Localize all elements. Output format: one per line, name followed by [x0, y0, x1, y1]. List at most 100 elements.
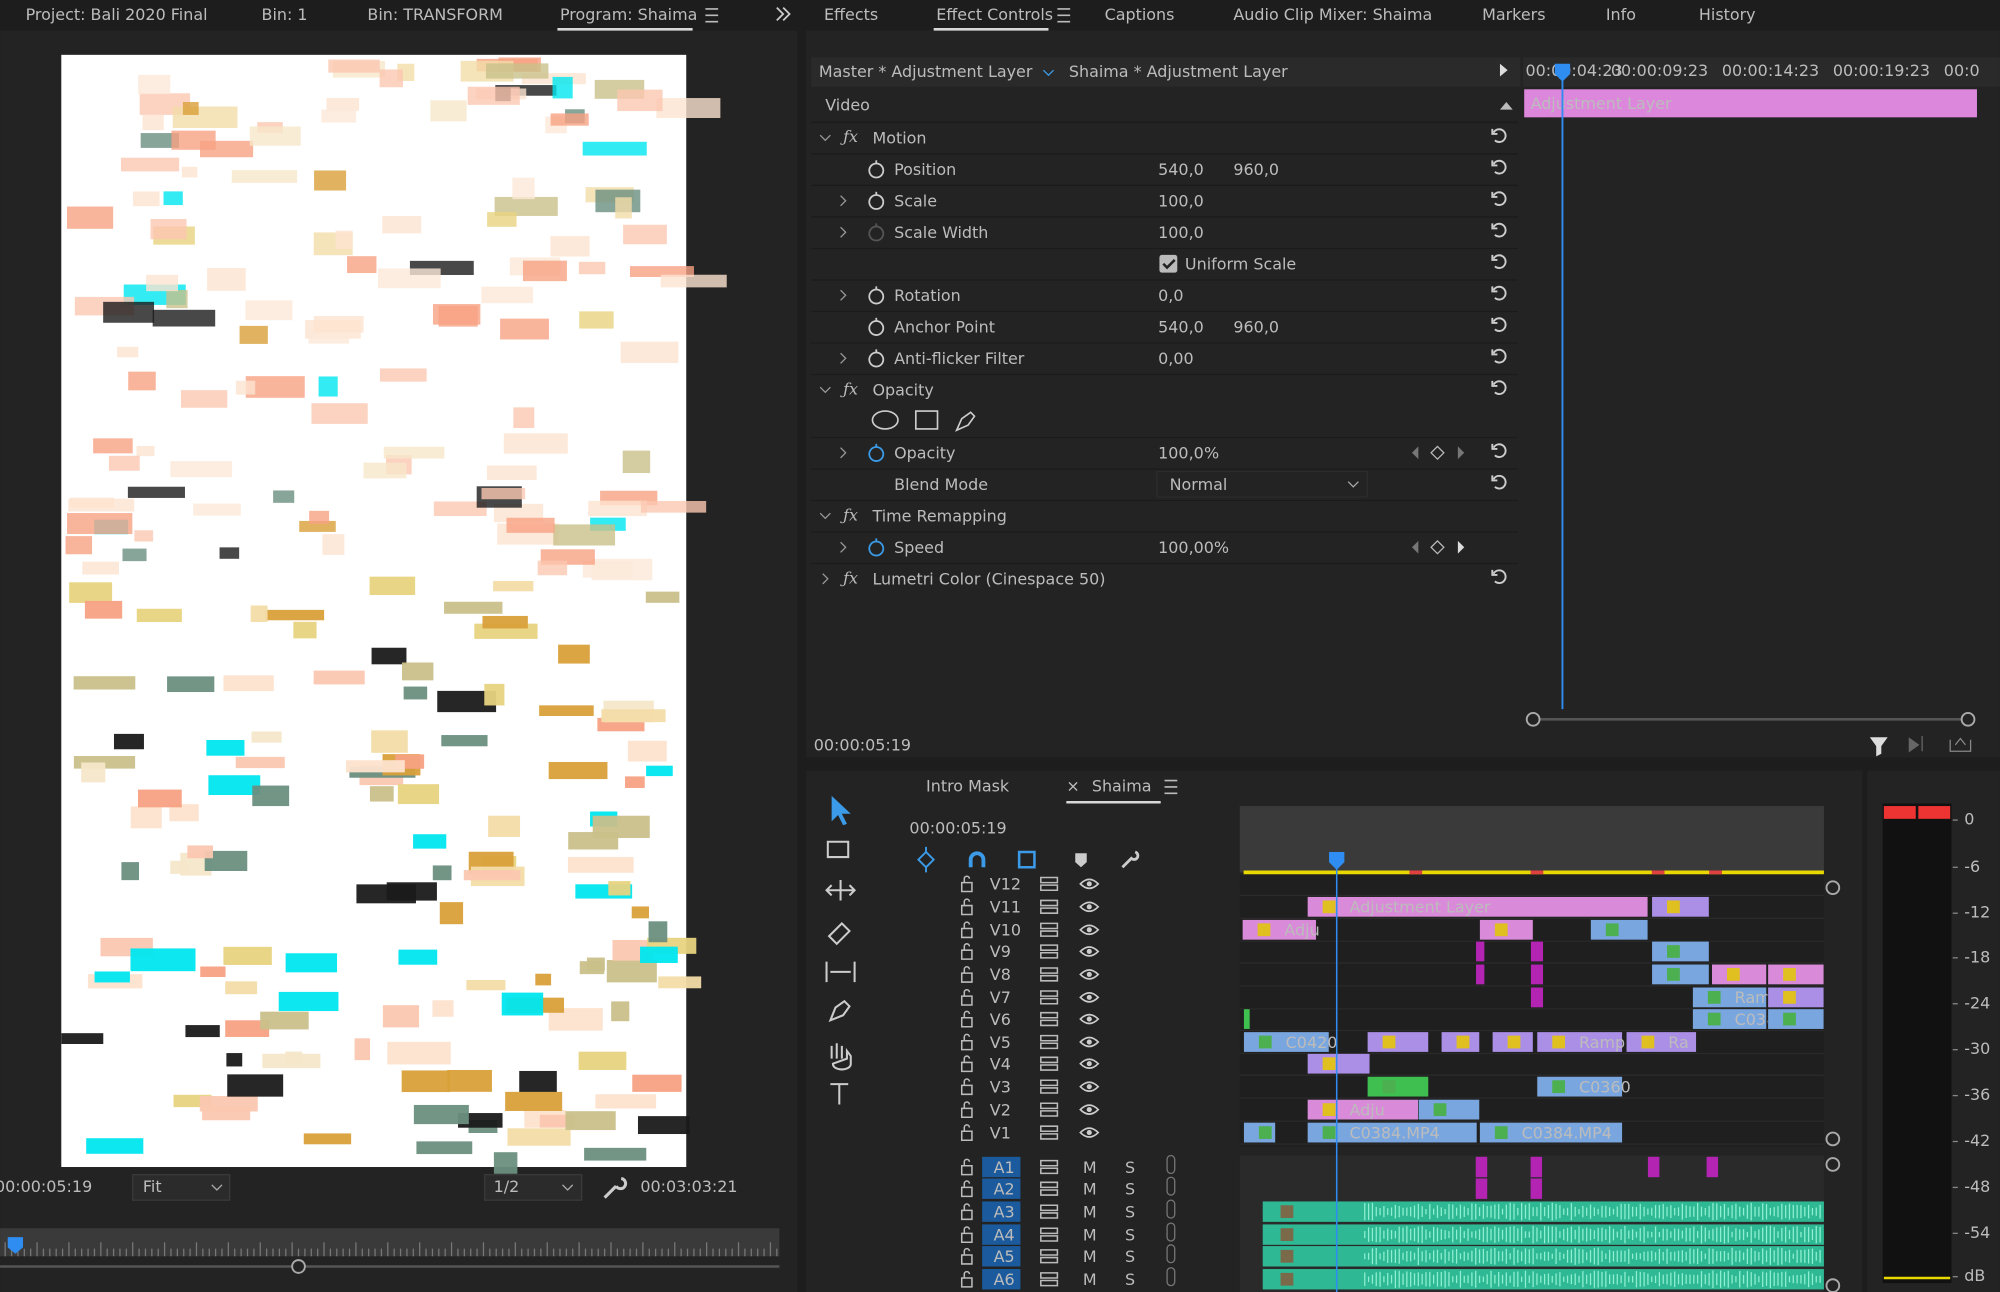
panel-tab[interactable]: Effect Controls — [936, 5, 1053, 24]
panel-menu[interactable] — [705, 8, 719, 23]
scroll-handle[interactable] — [1825, 1131, 1841, 1147]
track-target[interactable] — [982, 1178, 1021, 1199]
audio-clip[interactable] — [1530, 1156, 1543, 1178]
audio-clip[interactable] — [1262, 1246, 1824, 1267]
sync-lock[interactable] — [1040, 1181, 1059, 1196]
track-name[interactable]: A5 — [994, 1247, 1015, 1266]
mute-button[interactable]: M — [1083, 1202, 1097, 1221]
track-name[interactable]: A3 — [994, 1202, 1015, 1221]
track-name[interactable]: V8 — [990, 965, 1011, 984]
filter-icon[interactable] — [1869, 737, 1888, 757]
timeline-clip[interactable] — [1479, 1122, 1623, 1144]
property-value[interactable]: 100,00% — [1158, 538, 1229, 557]
timeline-clip[interactable] — [1530, 963, 1544, 985]
reset-button[interactable] — [1491, 128, 1507, 143]
audio-clip[interactable] — [1647, 1156, 1660, 1178]
track-visibility[interactable] — [1079, 946, 1100, 957]
sync-lock[interactable] — [1040, 944, 1059, 959]
tool[interactable] — [826, 840, 850, 859]
disclosure[interactable] — [819, 386, 831, 394]
track-name[interactable]: V6 — [990, 1010, 1011, 1029]
solo-button[interactable]: S — [1125, 1202, 1135, 1221]
track-lock[interactable] — [960, 1078, 973, 1096]
close-tab[interactable]: × — [1066, 776, 1079, 795]
mute-button[interactable]: M — [1083, 1179, 1097, 1198]
audio-clip[interactable] — [1475, 1178, 1488, 1199]
panel-menu[interactable] — [1057, 8, 1071, 23]
scroll-handle[interactable] — [1825, 880, 1841, 896]
disclosure[interactable] — [840, 447, 847, 459]
tool[interactable] — [830, 1083, 849, 1105]
track-name[interactable]: V11 — [990, 898, 1021, 917]
prev-keyframe[interactable] — [1411, 446, 1419, 460]
sync-lock[interactable] — [1040, 1056, 1059, 1071]
mask-rect[interactable] — [914, 410, 939, 430]
scroll-handle[interactable] — [1525, 712, 1541, 727]
show-timeline-arrow[interactable] — [1499, 63, 1508, 77]
tool[interactable] — [827, 921, 851, 946]
timeline-clip[interactable] — [1475, 963, 1485, 985]
sync-lock[interactable] — [1040, 899, 1059, 914]
panel-tab[interactable]: Audio Clip Mixer: Shaima — [1233, 5, 1432, 24]
checkbox[interactable] — [1159, 254, 1178, 273]
sync-lock[interactable] — [1040, 1272, 1059, 1287]
track-target[interactable] — [982, 1269, 1021, 1290]
track-visibility[interactable] — [1079, 1013, 1100, 1025]
disclosure[interactable] — [840, 226, 847, 238]
track-lock[interactable] — [960, 1270, 973, 1288]
voice-over[interactable] — [1166, 1154, 1176, 1175]
timeline-clip[interactable] — [1651, 963, 1710, 985]
track-name[interactable]: V10 — [990, 921, 1021, 940]
mute-button[interactable]: M — [1083, 1270, 1097, 1289]
track-name[interactable]: A1 — [994, 1158, 1015, 1177]
property-value[interactable]: Normal — [1170, 475, 1228, 494]
reset-button[interactable] — [1491, 348, 1507, 364]
panel-tab[interactable]: Bin: 1 — [262, 5, 308, 24]
disclosure[interactable] — [840, 289, 847, 301]
property-value[interactable]: 960,0 — [1233, 318, 1279, 337]
reset-button[interactable] — [1491, 569, 1507, 584]
add-keyframe[interactable] — [1430, 445, 1445, 461]
track-name[interactable]: V3 — [990, 1077, 1011, 1096]
track-lock[interactable] — [960, 921, 973, 939]
property-value[interactable]: 960,0 — [1233, 160, 1279, 179]
track-lock[interactable] — [960, 1226, 973, 1244]
sequence-tab[interactable]: Shaima — [1092, 776, 1152, 795]
snap-icon[interactable] — [968, 851, 986, 868]
timeline-clip[interactable] — [1651, 940, 1710, 962]
property-value[interactable]: 100,0 — [1158, 444, 1204, 463]
marker-icon[interactable] — [1075, 853, 1087, 868]
sync-lock[interactable] — [1040, 1079, 1059, 1094]
timeline-playhead-head[interactable] — [1329, 851, 1345, 870]
mask-ellipse[interactable] — [871, 410, 899, 430]
track-name[interactable]: V9 — [990, 942, 1011, 961]
reset-button[interactable] — [1491, 443, 1507, 458]
track-lock[interactable] — [960, 1055, 973, 1073]
track-lock[interactable] — [960, 966, 973, 983]
track-target[interactable] — [982, 1224, 1021, 1245]
panel-tab[interactable]: Bin: TRANSFORM — [367, 5, 503, 24]
solo-button[interactable]: S — [1125, 1270, 1135, 1289]
panel-tab[interactable]: Captions — [1105, 5, 1175, 24]
sync-lock[interactable] — [1040, 922, 1059, 937]
disclosure[interactable] — [819, 512, 831, 520]
track-lock[interactable] — [960, 1033, 973, 1051]
mask-pen[interactable] — [955, 411, 976, 432]
track-visibility[interactable] — [1079, 992, 1100, 1003]
panel-tab[interactable]: Project: Bali 2020 Final — [26, 5, 208, 24]
sync-lock[interactable] — [1040, 1227, 1059, 1242]
sync-lock[interactable] — [1040, 1034, 1059, 1050]
timeline-clip[interactable] — [1418, 1099, 1480, 1121]
disclosure[interactable] — [840, 195, 847, 207]
track-target[interactable] — [982, 1156, 1021, 1178]
voice-over[interactable] — [1166, 1176, 1176, 1196]
panel-overflow[interactable] — [776, 7, 791, 22]
track-lock[interactable] — [960, 875, 973, 893]
next-keyframe[interactable] — [1457, 540, 1465, 554]
track-name[interactable]: A2 — [994, 1179, 1015, 1198]
track-target[interactable] — [982, 1201, 1021, 1222]
track-visibility[interactable] — [1079, 969, 1100, 980]
reset-button[interactable] — [1491, 285, 1507, 301]
track-target[interactable] — [982, 1246, 1021, 1267]
track-lock[interactable] — [960, 1203, 973, 1221]
